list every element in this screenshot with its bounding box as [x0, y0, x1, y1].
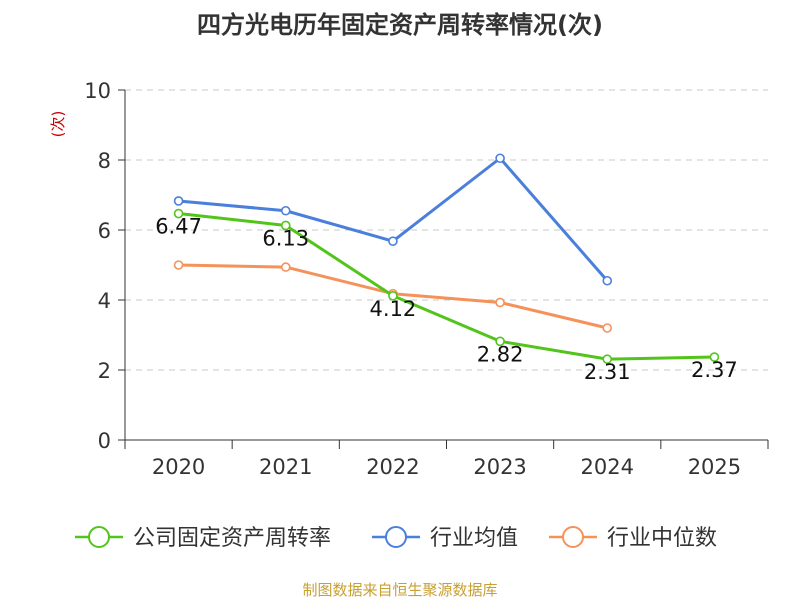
series-0-point-2021	[280, 220, 291, 231]
legend-marker-2	[562, 526, 584, 548]
series-0-point-2024	[602, 354, 613, 364]
source-note: 制图数据来自恒生聚源数据库	[302, 581, 497, 599]
y-tick-label-8: 8	[98, 149, 111, 173]
axes: 0 2 4 6 8 10 2020 2021 2022 2023 2024 2025	[84, 79, 769, 479]
series-1-point-2021	[280, 205, 291, 216]
x-tick-label-2020: 2020	[152, 455, 205, 479]
series-1-point-2024	[602, 275, 613, 286]
series-0-point-2020	[173, 208, 184, 219]
legend-label-2: 行业中位数	[607, 526, 717, 551]
series-2-point-2020	[173, 260, 184, 270]
series-1-point-2022	[388, 236, 398, 246]
grid-lines	[125, 89, 768, 371]
legend-label-1: 行业均值	[430, 526, 518, 551]
data-label-2024: 2.31	[584, 360, 631, 384]
series-lines	[173, 153, 720, 364]
series-0-point-2022	[388, 290, 398, 301]
series-2-point-2023	[495, 297, 505, 308]
y-tick-label-2: 2	[98, 359, 111, 383]
y-tick-label-10: 10	[84, 79, 111, 103]
series-0-point-2025	[709, 352, 720, 362]
data-labels: 6.47 6.13 4.12 2.82 2.31 2.37	[155, 215, 738, 385]
series-2-point-2024	[602, 323, 613, 333]
legend-marker-0	[88, 526, 110, 548]
x-tick-label-2025: 2025	[688, 455, 741, 479]
data-label-2023: 2.82	[477, 342, 524, 366]
y-tick-label-4: 4	[98, 289, 111, 313]
data-label-2025: 2.37	[691, 358, 738, 382]
series-line-0	[177, 212, 716, 361]
data-label-2022: 4.12	[370, 297, 417, 321]
legend-marker-1	[385, 526, 407, 548]
x-tick-label-2022: 2022	[366, 455, 419, 479]
x-tick-label-2021: 2021	[259, 455, 312, 479]
series-1-point-2020	[173, 196, 184, 206]
data-label-2020: 6.47	[155, 215, 202, 239]
y-tick-label-6: 6	[98, 219, 111, 243]
chart-title: 四方光电历年固定资产周转率情况(次)	[197, 11, 603, 39]
series-1-point-2023	[495, 153, 505, 164]
x-tick-label-2023: 2023	[473, 455, 526, 479]
legend-label-0: 公司固定资产周转率	[133, 526, 331, 551]
x-tick-label-2024: 2024	[581, 455, 634, 479]
legend: 公司固定资产周转率 行业均值 行业中位数	[75, 526, 717, 551]
y-axis-label: (次)	[49, 111, 67, 138]
series-2-point-2021	[280, 262, 291, 272]
data-label-2021: 6.13	[262, 226, 309, 250]
y-tick-label-0: 0	[98, 429, 111, 453]
series-0-point-2023	[495, 336, 505, 347]
